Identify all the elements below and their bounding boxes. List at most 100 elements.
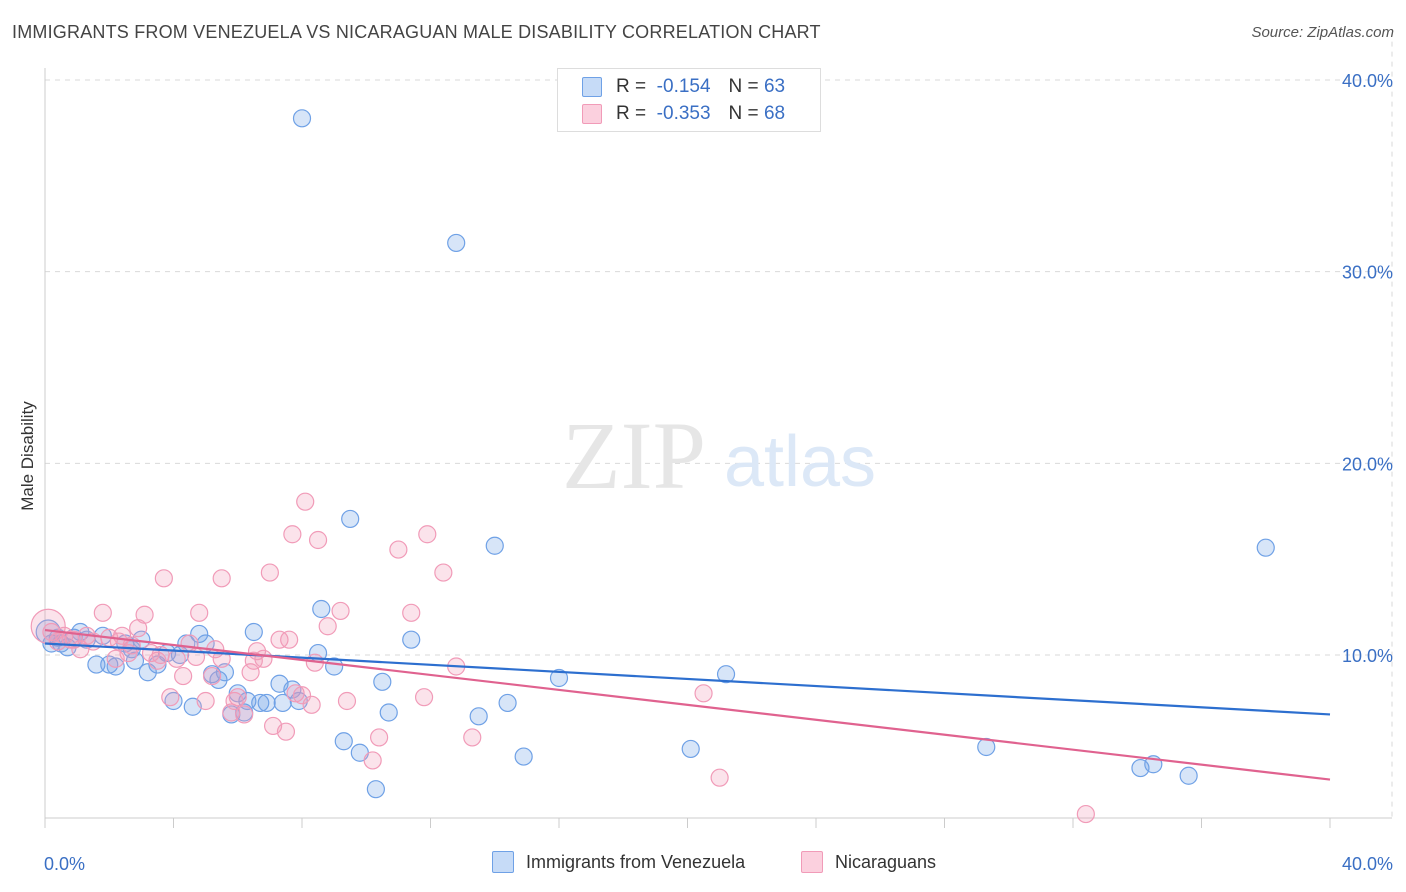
point-nicaraguans bbox=[286, 684, 305, 703]
point-venezuela bbox=[257, 693, 276, 713]
point-venezuela bbox=[87, 655, 106, 674]
legend-r-value: -0.353 bbox=[656, 103, 711, 124]
point-nicaraguans bbox=[337, 691, 357, 711]
legend-n-label: N = bbox=[728, 103, 759, 124]
point-venezuela bbox=[273, 693, 292, 713]
y-tick-label: 20.0% bbox=[1342, 454, 1393, 474]
point-venezuela bbox=[190, 624, 209, 644]
point-nicaraguans bbox=[167, 649, 186, 668]
point-nicaraguans bbox=[296, 492, 315, 511]
point-nicaraguans bbox=[190, 603, 209, 622]
bottom-legend-venezuela: Immigrants from Venezuela bbox=[492, 851, 745, 873]
point-nicaraguans bbox=[235, 705, 254, 724]
point-venezuela bbox=[244, 622, 263, 642]
bottom-legend-swatch-blue bbox=[492, 851, 514, 873]
legend-swatch-pink bbox=[582, 104, 602, 124]
point-venezuela bbox=[373, 672, 392, 691]
point-nicaraguans bbox=[93, 603, 112, 622]
watermark-atlas: atlas bbox=[724, 422, 876, 502]
point-nicaraguans bbox=[363, 751, 382, 770]
source-label: Source: ZipAtlas.com bbox=[1251, 24, 1394, 41]
bottom-legend-label: Immigrants from Venezuela bbox=[526, 851, 746, 872]
y-tick-label: 30.0% bbox=[1342, 263, 1393, 283]
series-nicaraguans bbox=[30, 492, 1095, 824]
y-tick-label: 40.0% bbox=[1342, 71, 1393, 91]
legend-n-label: N = bbox=[728, 76, 759, 97]
point-nicaraguans bbox=[260, 563, 279, 582]
x-tick-label-min: 0.0% bbox=[44, 854, 85, 874]
point-venezuela bbox=[379, 703, 398, 722]
point-nicaraguans bbox=[292, 686, 312, 705]
point-venezuela bbox=[716, 665, 736, 684]
point-nicaraguans bbox=[414, 688, 434, 707]
trend-line-nicaraguans bbox=[44, 628, 1331, 781]
point-venezuela bbox=[498, 693, 517, 713]
point-venezuela bbox=[549, 668, 569, 688]
point-nicaraguans bbox=[308, 530, 328, 550]
point-nicaraguans bbox=[318, 617, 337, 636]
point-nicaraguans bbox=[241, 663, 260, 682]
point-nicaraguans bbox=[463, 728, 482, 747]
legend-swatch-blue bbox=[582, 77, 602, 97]
point-nicaraguans bbox=[196, 691, 215, 711]
chart-title: IMMIGRANTS FROM VENEZUELA VS NICARAGUAN … bbox=[12, 22, 821, 42]
point-nicaraguans bbox=[694, 684, 713, 703]
point-nicaraguans bbox=[254, 649, 273, 668]
point-nicaraguans bbox=[1076, 804, 1095, 824]
point-nicaraguans bbox=[370, 728, 389, 747]
legend-r-label: R = bbox=[616, 76, 647, 97]
point-nicaraguans bbox=[148, 651, 167, 670]
point-nicaraguans bbox=[402, 603, 421, 622]
point-nicaraguans bbox=[174, 666, 193, 686]
point-venezuela bbox=[469, 707, 488, 726]
watermark: ZIP atlas bbox=[562, 402, 876, 509]
point-nicaraguans bbox=[135, 605, 154, 624]
point-nicaraguans bbox=[418, 525, 437, 544]
point-nicaraguans bbox=[161, 688, 180, 707]
legend-n-value: 68 bbox=[763, 103, 786, 124]
legend-row-venezuela: R = -0.154 N = 63 bbox=[582, 74, 785, 100]
point-venezuela bbox=[341, 509, 360, 529]
point-nicaraguans bbox=[154, 569, 173, 588]
point-nicaraguans bbox=[331, 601, 350, 621]
point-nicaraguans bbox=[212, 569, 231, 588]
legend-n-value: 63 bbox=[763, 76, 786, 97]
point-venezuela bbox=[334, 732, 353, 751]
legend-row-nicaraguans: R = -0.353 N = 68 bbox=[582, 101, 785, 127]
point-venezuela bbox=[447, 233, 466, 253]
point-venezuela bbox=[1179, 766, 1198, 785]
point-venezuela bbox=[485, 536, 504, 555]
y-tick-label: 10.0% bbox=[1342, 646, 1393, 666]
point-nicaraguans bbox=[270, 630, 289, 649]
point-venezuela bbox=[1256, 538, 1275, 557]
point-nicaraguans bbox=[276, 722, 296, 741]
point-venezuela bbox=[106, 657, 125, 676]
tick-labels: 10.0% 20.0% 30.0% 40.0% 0.0% 40.0% bbox=[44, 71, 1393, 874]
x-tick-label-max: 40.0% bbox=[1342, 854, 1393, 874]
watermark-zip: ZIP bbox=[562, 402, 706, 509]
point-venezuela bbox=[366, 780, 385, 799]
correlation-legend: R = -0.154 N = 63 R = -0.353 N = 68 bbox=[557, 68, 821, 132]
bottom-legend-swatch-pink bbox=[801, 851, 823, 873]
point-venezuela bbox=[402, 630, 421, 649]
point-venezuela bbox=[514, 747, 533, 766]
point-nicaraguans bbox=[283, 525, 302, 544]
point-nicaraguans bbox=[228, 688, 247, 707]
point-venezuela bbox=[312, 599, 331, 619]
point-venezuela bbox=[251, 693, 270, 713]
series-venezuela bbox=[35, 109, 1275, 799]
point-nicaraguans bbox=[434, 563, 453, 582]
bottom-legend-label: Nicaraguans bbox=[835, 851, 937, 872]
point-venezuela bbox=[681, 739, 700, 759]
point-nicaraguans bbox=[389, 540, 408, 559]
trend-lines bbox=[44, 628, 1331, 781]
point-nicaraguans bbox=[302, 695, 321, 714]
point-nicaraguans bbox=[202, 666, 222, 686]
point-nicaraguans bbox=[280, 630, 299, 649]
point-nicaraguans bbox=[710, 768, 729, 787]
legend-r-value: -0.154 bbox=[656, 76, 711, 97]
point-venezuela bbox=[292, 109, 312, 128]
bottom-legend-nicaraguans: Nicaraguans bbox=[801, 851, 936, 873]
axes bbox=[44, 68, 1392, 828]
